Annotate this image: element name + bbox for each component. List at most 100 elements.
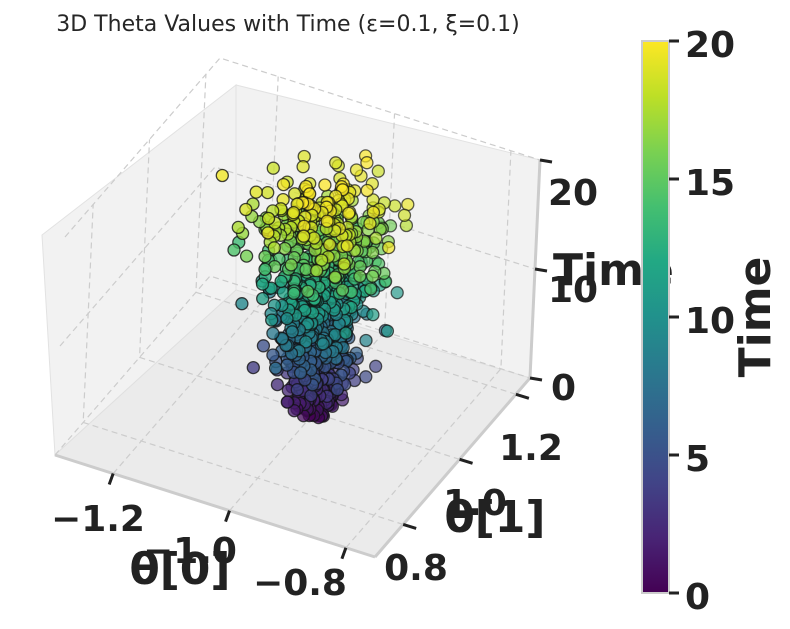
scatter-point — [342, 206, 356, 221]
scatter-point — [256, 339, 271, 353]
z-tick-labels: 0 10 20 — [548, 173, 598, 409]
y-axis-label: θ[1] — [444, 492, 545, 543]
z-tick-label: 0 — [551, 368, 576, 409]
scatter-point — [215, 168, 229, 183]
chart-title: 3D Theta Values with Time (ε=0.1, ξ=0.1) — [56, 12, 519, 37]
scatter-point — [359, 333, 373, 348]
scatter-point — [316, 337, 330, 351]
y-tick-mark — [515, 392, 530, 400]
scatter-point — [366, 205, 381, 220]
scatter-point — [239, 202, 253, 217]
scatter-point — [310, 264, 324, 278]
scatter-point — [246, 360, 260, 375]
colorbar: 20 15 10 5 0 Time — [641, 25, 781, 618]
scatter-point — [270, 377, 285, 392]
scatter-point — [366, 308, 380, 322]
scatter-point — [268, 361, 283, 375]
scatter-point — [256, 291, 270, 306]
scatter-point — [276, 177, 291, 192]
y-tick-mark — [459, 457, 473, 465]
scatter-point — [274, 274, 288, 289]
scatter-point — [380, 324, 395, 338]
colorbar-ticks — [669, 39, 679, 595]
scatter-point — [365, 269, 380, 283]
grid-line — [54, 275, 531, 456]
scatter-point — [314, 253, 329, 267]
scatter-point — [287, 404, 301, 418]
scatter-point — [360, 156, 374, 170]
scatter-point — [261, 185, 275, 200]
scatter-point — [360, 183, 374, 198]
scatter-point — [235, 297, 249, 311]
scatter-point — [382, 240, 396, 255]
x-tick-label: −0.8 — [253, 563, 347, 604]
scatter-point — [339, 326, 353, 340]
colorbar-label: Time — [730, 257, 781, 378]
scatter-point — [249, 185, 263, 199]
colorbar-gradient — [641, 40, 670, 594]
scatter-point — [299, 335, 313, 349]
z-tick-mark — [529, 376, 543, 382]
scatter-point — [231, 220, 245, 235]
x-tick-mark — [107, 473, 115, 486]
scatter-point — [328, 270, 342, 284]
grid-line — [345, 150, 512, 549]
scatter-point — [261, 226, 275, 240]
y-tick-mark — [402, 523, 417, 530]
scatter-point — [258, 262, 272, 277]
colorbar-tick-label: 20 — [685, 25, 735, 66]
scatter-point — [371, 164, 385, 178]
scatter-point — [255, 277, 270, 291]
scatter-point — [239, 249, 254, 263]
scatter-point — [340, 239, 354, 253]
scatter-point — [266, 348, 280, 362]
colorbar-tick-label: 5 — [685, 439, 710, 480]
scatter-point — [335, 283, 350, 297]
scatter-point — [364, 282, 378, 296]
scatter-point — [304, 388, 318, 403]
scatter-point — [280, 311, 294, 326]
x-tick-label: −1.2 — [51, 499, 145, 540]
scatter-point — [318, 178, 332, 192]
scatter-point — [285, 325, 299, 339]
scatter-point — [397, 208, 412, 222]
grid-line — [229, 113, 396, 512]
scatter-point — [353, 269, 367, 284]
grid-line — [64, 57, 541, 238]
scatter-point — [284, 258, 298, 272]
colorbar-tick-label: 0 — [685, 577, 710, 618]
x-tick-labels: −1.2 −1.0 −0.8 — [51, 499, 347, 604]
scatter-point — [258, 249, 272, 264]
scatter-point — [265, 313, 279, 327]
x-axis-label: θ[0] — [129, 544, 230, 595]
colorbar-tick-label: 15 — [685, 163, 735, 204]
scatter-point — [363, 216, 377, 231]
scatter-point — [261, 211, 276, 226]
scatter-point — [280, 395, 294, 409]
y-tick-label: 1.2 — [499, 428, 563, 469]
y-tick-label: 0.8 — [384, 548, 448, 589]
x-tick-mark — [224, 510, 231, 523]
grid-line — [138, 139, 460, 460]
scatter-point — [293, 366, 308, 380]
z-tick-label: 10 — [548, 270, 598, 311]
scatter-points — [215, 149, 415, 425]
z-tick-label: 20 — [548, 173, 598, 214]
scatter-point — [390, 286, 404, 300]
x-axis-line — [54, 453, 376, 559]
scatter-point — [280, 358, 294, 372]
y-tick-labels: 0.8 1.0 1.2 — [384, 428, 563, 589]
x-tick-mark — [340, 547, 348, 560]
grid-line — [112, 76, 279, 474]
scatter-point — [329, 156, 343, 170]
scatter-point — [337, 257, 351, 271]
tick-marks — [107, 158, 553, 560]
grid-lines — [54, 57, 541, 549]
scatter-point — [401, 197, 415, 212]
scatter-point — [267, 241, 281, 255]
y-tick-label: 1.0 — [443, 483, 507, 524]
x-tick-label: −1.0 — [143, 531, 237, 572]
scatter-point — [320, 214, 334, 228]
colorbar-tick-label: 10 — [685, 301, 735, 342]
scatter-point — [297, 229, 311, 243]
